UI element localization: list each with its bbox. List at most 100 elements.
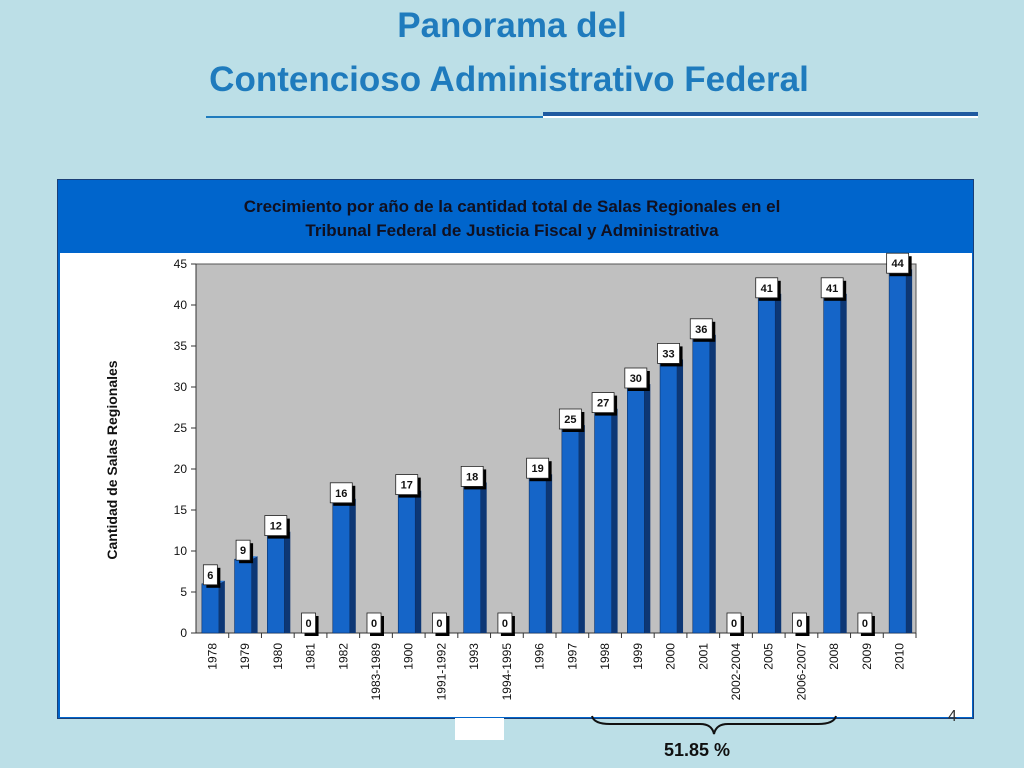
data-label-box bbox=[755, 277, 779, 299]
bar bbox=[659, 362, 678, 634]
title-underline-thick bbox=[543, 112, 978, 118]
bar-side bbox=[611, 408, 618, 633]
data-label: 33 bbox=[662, 348, 674, 360]
data-label: 0 bbox=[731, 618, 737, 630]
data-label: 0 bbox=[502, 618, 508, 630]
y-tick-label: 20 bbox=[174, 462, 188, 476]
data-label: 19 bbox=[532, 463, 544, 475]
bars: 6 9 12 0 16 0 17 0 18 0 19 25 27 30 33 36 0 41 0 41 0 44 bbox=[201, 252, 913, 636]
bar bbox=[528, 476, 547, 634]
bar-side bbox=[709, 334, 716, 633]
x-tick-label: 2006-2007 bbox=[794, 643, 808, 701]
data-label-box bbox=[526, 457, 550, 479]
x-tick-label: 2002-2004 bbox=[729, 643, 743, 701]
y-tick-label: 40 bbox=[174, 298, 188, 312]
data-label-box bbox=[591, 392, 615, 414]
data-label-box bbox=[264, 515, 288, 536]
bar-side bbox=[349, 498, 356, 633]
bar-side bbox=[578, 425, 585, 633]
bar bbox=[627, 386, 645, 634]
title-underline-thin bbox=[206, 116, 546, 118]
data-label: 16 bbox=[335, 488, 347, 500]
bar-side bbox=[546, 474, 553, 633]
x-tick-label: 1996 bbox=[533, 643, 547, 670]
bar-side bbox=[218, 580, 225, 633]
slide-title-line2: Contencioso Administrativo Federal bbox=[209, 60, 809, 99]
data-label-box bbox=[558, 408, 582, 430]
data-label-box bbox=[886, 252, 910, 274]
data-label-box bbox=[366, 612, 382, 634]
y-tick-label: 10 bbox=[174, 544, 188, 558]
y-tick-label: 0 bbox=[180, 626, 187, 640]
x-tick-label: 1999 bbox=[631, 643, 645, 670]
bar-side bbox=[906, 269, 913, 633]
bar bbox=[594, 411, 612, 634]
bar-side bbox=[415, 490, 422, 633]
x-tick-label: 1979 bbox=[238, 643, 252, 670]
bar bbox=[267, 534, 285, 634]
bar bbox=[823, 296, 841, 634]
data-label-box bbox=[432, 612, 447, 634]
chart-title-line2: Tribunal Federal de Justicia Fiscal y Ad… bbox=[305, 221, 719, 240]
data-label-box bbox=[329, 482, 353, 504]
bar-side bbox=[677, 359, 684, 633]
data-label-box bbox=[726, 612, 742, 634]
bar bbox=[561, 427, 580, 634]
bar bbox=[332, 501, 351, 634]
data-label: 25 bbox=[564, 414, 576, 426]
bar bbox=[888, 271, 907, 634]
x-tick-label: 1997 bbox=[565, 643, 579, 670]
y-tick-label: 30 bbox=[174, 380, 188, 394]
data-label: 30 bbox=[630, 373, 642, 385]
data-label-box bbox=[235, 539, 251, 561]
data-label-box bbox=[820, 277, 844, 299]
y-tick-label: 5 bbox=[180, 585, 187, 599]
x-tick-label: 2001 bbox=[696, 643, 710, 670]
data-label: 36 bbox=[695, 324, 707, 336]
bar bbox=[201, 583, 220, 634]
data-label: 18 bbox=[466, 471, 478, 483]
x-tick-label: 1978 bbox=[205, 643, 219, 670]
data-label: 0 bbox=[371, 618, 377, 630]
y-tick-label: 25 bbox=[174, 421, 188, 435]
data-label-box bbox=[624, 367, 648, 389]
x-tick-label: 1983-1989 bbox=[369, 643, 383, 701]
data-label: 0 bbox=[305, 618, 311, 630]
data-label-box bbox=[497, 612, 513, 634]
bar-side bbox=[644, 384, 651, 633]
data-label: 44 bbox=[892, 258, 905, 270]
data-label: 12 bbox=[270, 521, 282, 533]
bar-side bbox=[840, 293, 847, 633]
y-axis-label: Cantidad de Salas Regionales bbox=[104, 360, 120, 559]
bar-side bbox=[480, 482, 487, 633]
x-tick-label: 2000 bbox=[664, 643, 678, 670]
data-label: 0 bbox=[862, 618, 868, 630]
data-label-box bbox=[689, 318, 713, 340]
data-label: 6 bbox=[207, 570, 213, 582]
x-tick-label: 1981 bbox=[304, 643, 318, 670]
x-tick-label: 2010 bbox=[893, 643, 907, 670]
x-tick-label: 1998 bbox=[598, 643, 612, 670]
data-label-box bbox=[792, 612, 807, 634]
data-label: 27 bbox=[597, 398, 609, 410]
bar bbox=[463, 485, 481, 634]
x-tick-label: 1900 bbox=[402, 643, 416, 670]
x-tick-label: 2009 bbox=[860, 643, 874, 670]
data-label-box bbox=[395, 474, 419, 496]
data-label: 9 bbox=[240, 545, 246, 557]
data-label-box bbox=[857, 612, 873, 634]
bar bbox=[234, 558, 252, 634]
data-label-box bbox=[460, 465, 484, 487]
data-label: 41 bbox=[761, 283, 773, 295]
x-tick-label: 1980 bbox=[271, 643, 285, 670]
slide-title-line1: Panorama del bbox=[397, 6, 627, 45]
data-label: 0 bbox=[436, 618, 442, 630]
white-placeholder-box bbox=[455, 718, 504, 740]
data-label-box bbox=[301, 612, 316, 634]
y-tick-label: 15 bbox=[174, 503, 188, 517]
bar bbox=[692, 337, 711, 634]
chart-title-line1: Crecimiento por año de la cantidad total… bbox=[243, 197, 781, 216]
y-ticks: 0 5 10 15 20 25 30 35 40 45 bbox=[174, 257, 196, 640]
plot-area bbox=[195, 263, 917, 634]
